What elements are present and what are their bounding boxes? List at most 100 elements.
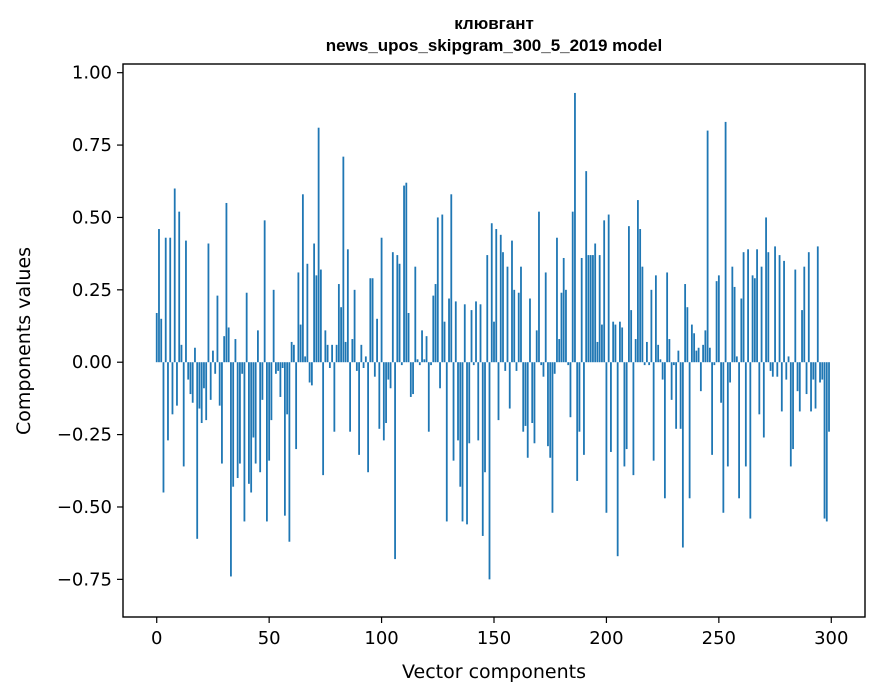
bar-component-24 [209, 362, 212, 400]
bar-component-51 [270, 362, 273, 421]
bar-component-223 [657, 344, 660, 363]
bar-component-295 [819, 362, 821, 383]
bar-component-186 [574, 92, 576, 363]
bar-component-128 [443, 321, 446, 363]
bar-component-5 [167, 362, 169, 441]
y-axis: −0.75 −0.50 −0.25 0.00 0.25 0.50 0.75 1.00 [57, 63, 123, 590]
bar-component-101 [382, 362, 385, 441]
bar-component-88 [353, 289, 356, 363]
bar-component-193 [589, 255, 592, 363]
bar-component-190 [583, 362, 585, 455]
bar-component-44 [254, 362, 257, 464]
bar-component-59 [288, 362, 291, 542]
bar-component-172 [542, 362, 545, 377]
bar-component-211 [630, 310, 633, 363]
bar-component-192 [587, 255, 590, 363]
bar-component-83 [342, 156, 345, 363]
bar-component-152 [497, 362, 500, 421]
bar-component-160 [515, 362, 518, 371]
bar-component-141 [472, 362, 475, 366]
bar-component-126 [439, 362, 441, 389]
bar-component-185 [571, 211, 574, 363]
chart-subtitle: news_upos_skipgram_300_5_2019 model [326, 36, 662, 55]
bar-component-71 [315, 275, 318, 363]
bar-component-67 [306, 263, 309, 363]
bar-component-56 [281, 362, 284, 368]
bar-component-86 [349, 362, 351, 432]
bar-component-196 [596, 341, 599, 363]
bar-component-19 [198, 362, 201, 409]
bar-component-1 [158, 229, 160, 363]
bar-component-246 [708, 347, 711, 363]
bar-component-167 [531, 362, 534, 424]
bar-component-63 [297, 272, 300, 363]
bar-component-197 [598, 255, 601, 363]
bar-component-137 [463, 304, 466, 363]
bar-component-215 [639, 229, 642, 363]
x-axis-label: Vector components [402, 661, 586, 683]
x-tick-label: 300 [814, 628, 848, 649]
bar-component-55 [279, 362, 282, 397]
bar-component-115 [414, 266, 417, 363]
x-tick-label: 50 [258, 628, 281, 649]
bar-component-2 [160, 318, 163, 363]
bar-component-60 [290, 341, 293, 363]
bar-component-57 [283, 362, 286, 516]
bar-component-239 [693, 333, 696, 363]
bar-component-36 [236, 362, 239, 479]
bar-component-76 [326, 344, 329, 363]
plot-frame [122, 63, 866, 618]
bar-component-134 [457, 362, 459, 441]
bar-component-179 [558, 339, 561, 363]
bar-component-89 [355, 362, 358, 371]
bar-component-143 [477, 362, 480, 441]
bar-component-238 [690, 324, 693, 363]
bar-component-41 [248, 362, 250, 484]
bar-component-92 [362, 362, 365, 368]
bar-component-136 [461, 362, 464, 522]
bar-component-37 [239, 362, 241, 464]
bar-component-191 [585, 171, 588, 363]
bar-component-119 [423, 359, 426, 363]
bar-component-154 [502, 252, 504, 363]
bar-component-121 [427, 362, 430, 432]
bar-component-12 [182, 362, 185, 467]
bar-component-253 [724, 121, 727, 363]
bar-component-291 [810, 362, 812, 412]
bar-component-271 [765, 217, 767, 363]
bar-component-207 [621, 327, 624, 363]
bar-component-3 [162, 362, 165, 493]
bar-component-20 [200, 362, 203, 424]
bar-component-132 [452, 362, 455, 461]
bar-component-69 [310, 362, 313, 386]
bar-component-209 [625, 362, 628, 450]
bar-component-268 [758, 362, 761, 415]
y-tick-label: 0.25 [72, 280, 112, 301]
bar-component-213 [634, 339, 637, 363]
y-tick-label: 0.75 [72, 135, 112, 156]
bar-component-93 [364, 356, 367, 363]
bar-component-112 [407, 312, 410, 363]
bar-component-131 [450, 194, 453, 363]
bar-component-100 [380, 237, 383, 363]
bar-component-166 [529, 298, 531, 363]
bar-component-74 [322, 362, 325, 476]
bar-component-0 [155, 312, 158, 363]
bar-component-153 [499, 234, 502, 363]
bar-component-14 [187, 362, 190, 380]
bar-component-219 [648, 362, 651, 366]
bar-component-97 [373, 362, 376, 377]
bar-component-241 [697, 347, 700, 363]
bar-component-118 [421, 330, 423, 363]
bar-component-162 [520, 266, 522, 363]
bar-component-9 [176, 362, 178, 406]
bar-component-254 [726, 362, 729, 467]
bar-component-278 [780, 362, 783, 412]
bar-component-79 [333, 362, 336, 432]
bar-component-200 [605, 362, 608, 513]
bar-component-54 [277, 362, 280, 371]
bar-component-228 [668, 339, 671, 363]
bar-component-149 [490, 223, 493, 363]
bar-component-171 [540, 362, 543, 366]
bar-component-283 [792, 362, 794, 450]
